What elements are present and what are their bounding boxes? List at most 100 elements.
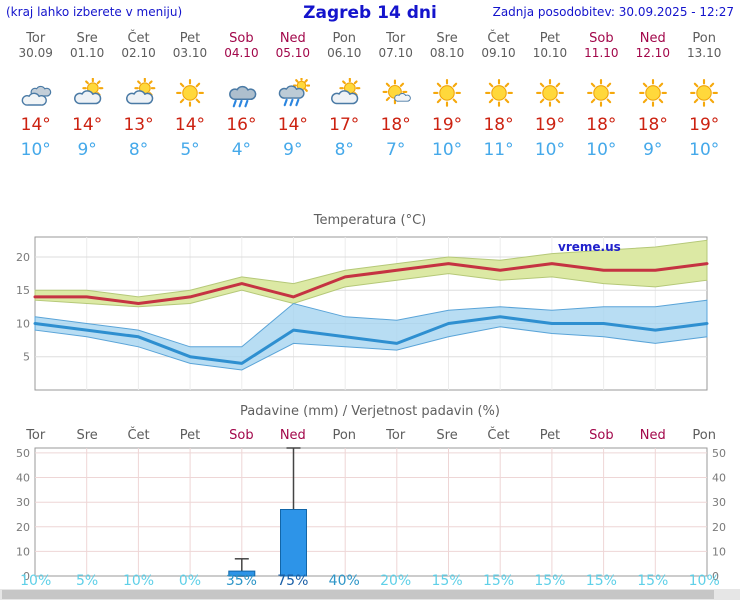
weather-icon-sunny (524, 78, 575, 110)
day-column-pet-03.10[interactable]: Pet 03.10 14° 5° (164, 31, 215, 160)
day-min-temp: 10° (20, 140, 51, 160)
precip-day-label: Ned (279, 428, 306, 443)
precip-ytick-left: 20 (16, 521, 30, 534)
page-title: Zagreb 14 dni (303, 3, 437, 23)
precip-probability: 10% (20, 573, 52, 589)
day-min-temp: 8° (334, 140, 354, 160)
precip-day-label: Čet (487, 428, 510, 443)
day-column-ned-12.10[interactable]: Ned 12.10 18° 9° (627, 31, 678, 160)
temp-ytick: 5 (23, 351, 30, 364)
tmin-uncertainty-band (34, 299, 708, 371)
day-column-ned-05.10[interactable]: Ned 05.10 14° 9° (267, 31, 318, 160)
precip-probability: 10% (122, 573, 155, 589)
day-column-pet-10.10[interactable]: Pet 10.10 19° 10° (524, 31, 575, 160)
day-name: Sre (436, 31, 458, 46)
day-column-pon-06.10[interactable]: Pon 06.10 17° 8° (319, 31, 370, 160)
day-date: 02.10 (121, 46, 156, 60)
day-column-tor-07.10[interactable]: Tor 07.10 18° 7° (370, 31, 421, 160)
day-name: Ned (639, 31, 666, 46)
weather-icon-partly-cloudy (319, 77, 370, 110)
day-min-temp: 10° (534, 140, 565, 160)
precip-ytick-left: 40 (16, 472, 30, 485)
day-max-temp: 14° (174, 115, 206, 135)
weather-icon-rain (216, 78, 267, 110)
day-column-tor-30.09[interactable]: Tor 30.09 14° 10° (10, 31, 61, 160)
precip-day-label: Čet (127, 428, 150, 443)
day-min-temp: 9° (77, 140, 97, 160)
day-min-temp: 5° (180, 140, 200, 160)
day-column-čet-02.10[interactable]: Čet 02.10 13° 8° (113, 31, 164, 160)
day-name: Pon (692, 31, 716, 46)
precip-day-label: Pet (539, 428, 561, 443)
precip-probability: 5% (76, 573, 99, 589)
day-column-sre-08.10[interactable]: Sre 08.10 19° 10° (421, 31, 472, 160)
day-name: Pet (179, 31, 201, 46)
weather-icon-partly-cloudy (61, 77, 112, 110)
temp-ytick: 10 (16, 318, 30, 331)
day-date: 05.10 (275, 46, 310, 60)
precip-day-labels-row: Tor Sre Čet Pet Sob Ned Pon Tor Sre Čet Pet Sob Ned P… (10, 428, 730, 443)
day-name: Čet (127, 31, 150, 46)
precip-bar (228, 570, 256, 577)
precip-bar (280, 509, 307, 577)
day-min-temp: 4° (231, 140, 252, 160)
day-date: 06.10 (327, 46, 362, 60)
day-name: Čet (487, 31, 510, 46)
precip-probability: 15% (637, 573, 669, 589)
precip-plot-area (34, 447, 708, 577)
day-max-temp: 19° (689, 115, 720, 135)
day-column-sre-01.10[interactable]: Sre 01.10 14° 9° (61, 31, 112, 160)
day-column-sob-11.10[interactable]: Sob 11.10 18° 10° (576, 31, 627, 160)
precip-day-label: Pon (692, 428, 716, 443)
precip-day-label: Pon (332, 428, 357, 443)
day-max-temp: 14° (72, 115, 103, 135)
precip-probability: 75% (277, 573, 309, 589)
menu-hint: (kraj lahko izberete v meniju) (6, 5, 183, 19)
precip-ytick-right: 20 (712, 521, 726, 534)
day-date: 13.10 (687, 46, 722, 60)
precip-ytick-right: 50 (712, 447, 726, 460)
weather-icon-sunny (164, 78, 215, 110)
precip-day-label: Sre (436, 428, 458, 443)
day-min-temp: 9° (283, 140, 303, 160)
precip-day-label: Ned (639, 428, 666, 443)
weather-icon-sun-rain (267, 76, 318, 110)
temperature-chart: 5 10 15 20 (16, 236, 709, 391)
precip-probability-row: 10% 5% 10% 0% 35% 75% 40% 20% 15% 15% 15% 15% 15% 10% (10, 574, 730, 589)
tmax-line (33, 262, 709, 305)
day-name: Pet (539, 31, 561, 46)
day-max-temp: 17° (329, 115, 360, 135)
day-column-pon-13.10[interactable]: Pon 13.10 19° 10° (678, 31, 729, 160)
day-date: 08.10 (429, 46, 465, 60)
day-date: 07.10 (378, 46, 413, 60)
precip-ytick-left: 0 (23, 570, 30, 583)
scrollbar-thumb[interactable] (2, 590, 714, 599)
day-min-temp: 11° (483, 140, 514, 160)
weather-icon-partly-cloudy (113, 77, 164, 110)
day-name: Tor (26, 31, 46, 46)
weather-icon-cloudy (10, 78, 61, 110)
day-max-temp: 18° (483, 115, 514, 135)
precip-ytick-right: 30 (712, 496, 726, 509)
precip-ytick-left: 50 (16, 447, 30, 460)
weather-icon-mostly-sunny (370, 78, 421, 110)
day-max-temp: 14° (277, 115, 308, 135)
last-update: Zadnja posodobitev: 30.09.2025 - 12:27 (492, 5, 734, 19)
precip-ytick-right: 40 (712, 472, 726, 485)
day-min-temp: 10° (432, 140, 463, 160)
temp-ytick: 20 (16, 251, 30, 264)
precip-day-label: Sre (76, 428, 98, 443)
weather-icon-sunny (627, 78, 678, 110)
day-date: 10.10 (532, 46, 568, 60)
watermark-link[interactable]: vreme.us (558, 240, 621, 254)
day-min-temp: 10° (689, 140, 720, 160)
tmin-line (33, 315, 709, 365)
precip-probability: 15% (534, 573, 566, 589)
day-date: 09.10 (481, 46, 516, 60)
day-max-temp: 16° (226, 115, 257, 135)
day-column-čet-09.10[interactable]: Čet 09.10 18° 11° (473, 31, 524, 160)
horizontal-scrollbar[interactable] (0, 589, 740, 600)
day-column-sob-04.10[interactable]: Sob 04.10 16° 4° (216, 31, 267, 160)
day-name: Ned (279, 31, 306, 46)
